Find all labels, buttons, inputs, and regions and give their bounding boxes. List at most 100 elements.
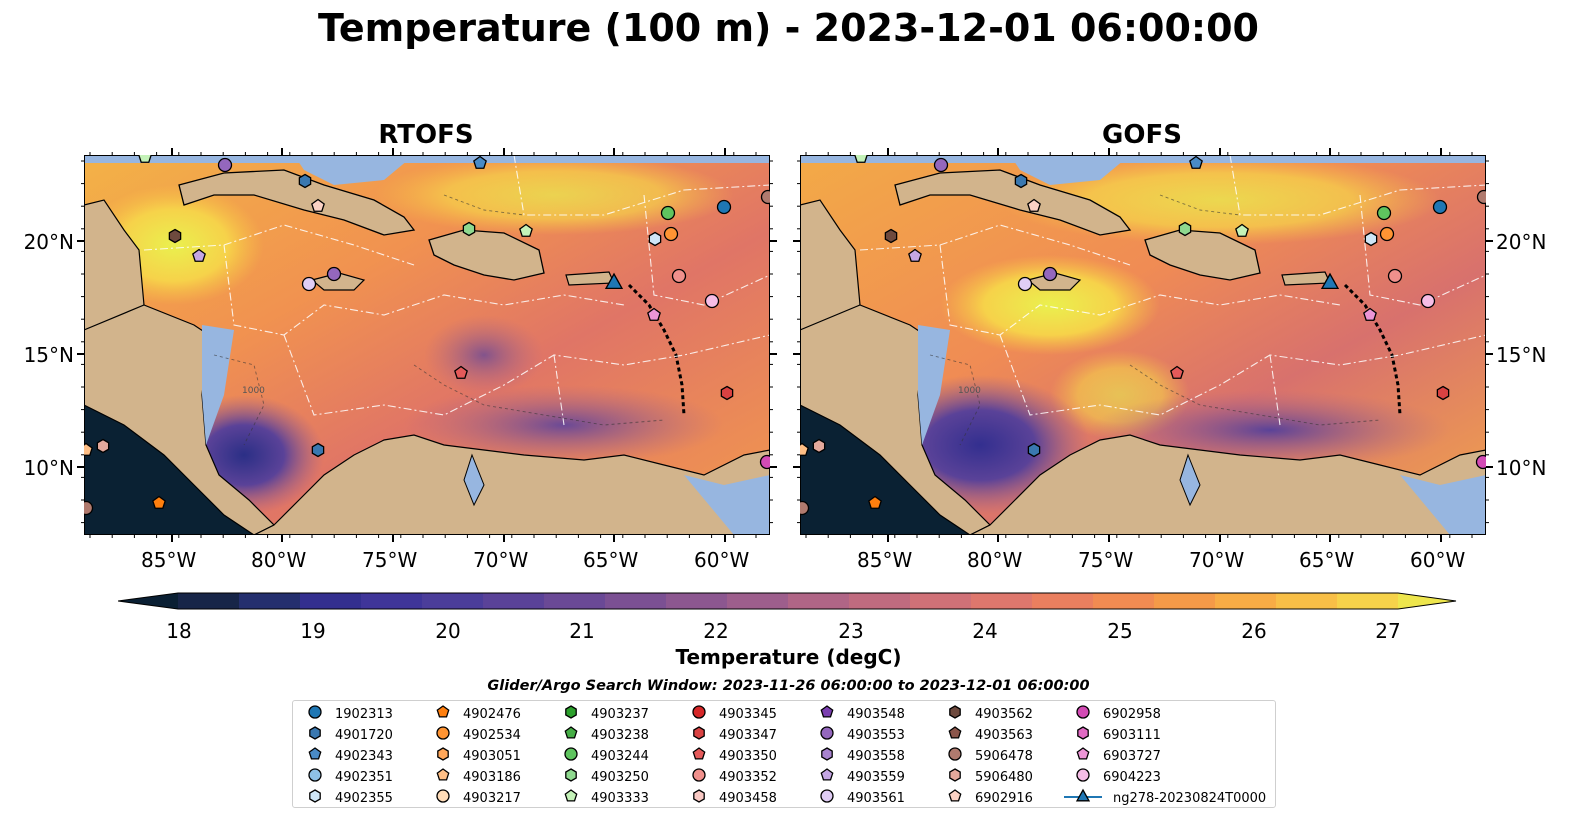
float-marker[interactable] (1235, 223, 1249, 237)
float-marker[interactable] (519, 223, 533, 237)
legend-item: 4903352 (689, 767, 777, 787)
float-marker[interactable] (96, 438, 110, 454)
legend-marker (1075, 788, 1091, 802)
float-marker[interactable] (663, 226, 679, 242)
maracaibo-lake (1179, 453, 1201, 507)
float-marker[interactable] (812, 438, 826, 454)
float-marker[interactable] (800, 500, 810, 516)
float-marker[interactable] (1432, 199, 1448, 215)
float-marker[interactable] (800, 442, 809, 456)
float-marker[interactable] (301, 276, 317, 292)
marker-icon (433, 745, 453, 767)
float-marker[interactable] (1017, 276, 1033, 292)
legend-item: 4902351 (305, 767, 393, 787)
legend-marker (692, 747, 706, 760)
float-marker[interactable] (1364, 231, 1378, 247)
float-marker[interactable] (1376, 205, 1392, 221)
lon-label-70w-left: 70°W (473, 548, 529, 572)
float-marker[interactable] (138, 155, 152, 163)
float-marker[interactable] (1476, 189, 1487, 205)
float-marker[interactable] (933, 157, 949, 173)
float-marker[interactable] (759, 454, 771, 470)
legend-marker (692, 705, 706, 719)
legend-item: 4903558 (817, 746, 905, 766)
float-marker[interactable] (660, 205, 676, 221)
float-marker[interactable] (326, 266, 342, 282)
marker-icon (1063, 787, 1103, 809)
puerto-rico-island (1281, 271, 1331, 286)
colorbar-tick-21: 21 (569, 619, 595, 643)
legend-marker (564, 747, 578, 761)
float-marker[interactable] (168, 228, 182, 244)
float-marker[interactable] (84, 442, 93, 456)
legend-label: 4903238 (591, 727, 649, 743)
float-marker[interactable] (1387, 268, 1403, 284)
float-marker[interactable] (152, 495, 166, 509)
legend-marker (693, 726, 705, 740)
legend-item: 4903237 (561, 704, 649, 724)
float-marker[interactable] (1042, 266, 1058, 282)
colorbar-extend-max (1398, 593, 1456, 609)
hispaniola-island (1144, 229, 1261, 281)
float-marker[interactable] (1379, 226, 1395, 242)
float-marker[interactable] (84, 500, 94, 516)
colorbar-tick-27: 27 (1375, 619, 1401, 643)
float-marker[interactable] (1027, 442, 1041, 458)
float-marker[interactable] (454, 365, 468, 379)
maracaibo-lake (463, 453, 485, 507)
float-marker[interactable] (473, 155, 487, 169)
colorbar-segment (239, 593, 301, 609)
float-markers-rtofs[interactable] (84, 155, 771, 516)
colorbar-segment (178, 593, 240, 609)
float-marker[interactable] (462, 221, 476, 237)
float-marker[interactable] (1420, 293, 1436, 309)
float-marker[interactable] (716, 199, 732, 215)
legend-item: 4903562 (945, 704, 1033, 724)
marker-icon (305, 766, 325, 788)
glider-marker[interactable] (604, 272, 624, 290)
float-marker[interactable] (1475, 454, 1487, 470)
float-marker[interactable] (671, 268, 687, 284)
legend-marker (948, 726, 962, 739)
marker-icon (945, 766, 965, 788)
eez-boundaries (859, 155, 1486, 426)
legend-label: 4901720 (335, 727, 393, 743)
rtofs-map[interactable]: 1000 (84, 155, 770, 535)
legend-item: 4903563 (945, 725, 1033, 745)
float-marker[interactable] (298, 173, 312, 189)
colorbar-tick-18: 18 (166, 619, 192, 643)
float-marker[interactable] (192, 248, 206, 262)
float-marker[interactable] (908, 248, 922, 262)
float-marker[interactable] (1189, 155, 1203, 169)
float-marker[interactable] (1027, 198, 1041, 212)
legend-marker (821, 747, 833, 761)
float-marker[interactable] (1014, 173, 1028, 189)
legend-label: 4902351 (335, 769, 393, 785)
gofs-map[interactable]: 1000 (800, 155, 1486, 535)
float-marker[interactable] (311, 442, 325, 458)
legend-label: 4903458 (719, 790, 777, 806)
float-marker[interactable] (217, 157, 233, 173)
float-marker[interactable] (1170, 365, 1184, 379)
colorbar-segment (1215, 593, 1277, 609)
marker-icon (689, 766, 709, 788)
float-marker[interactable] (704, 293, 720, 309)
float-marker[interactable] (854, 155, 868, 163)
float-marker[interactable] (648, 231, 662, 247)
legend-item: 6904223 (1073, 767, 1161, 787)
glider-marker[interactable] (1320, 272, 1340, 290)
float-marker[interactable] (311, 198, 325, 212)
float-marker[interactable] (1363, 307, 1377, 321)
float-marker[interactable] (1436, 385, 1450, 401)
float-marker[interactable] (868, 495, 882, 509)
float-marker[interactable] (884, 228, 898, 244)
float-marker[interactable] (1178, 221, 1192, 237)
float-marker[interactable] (720, 385, 734, 401)
colorbar-segment (788, 593, 850, 609)
float-marker[interactable] (647, 307, 661, 321)
marker-icon (817, 787, 837, 809)
legend-marker (692, 768, 706, 782)
colorbar-outline (118, 592, 1457, 610)
float-markers-gofs[interactable] (800, 155, 1487, 516)
float-marker[interactable] (760, 189, 771, 205)
